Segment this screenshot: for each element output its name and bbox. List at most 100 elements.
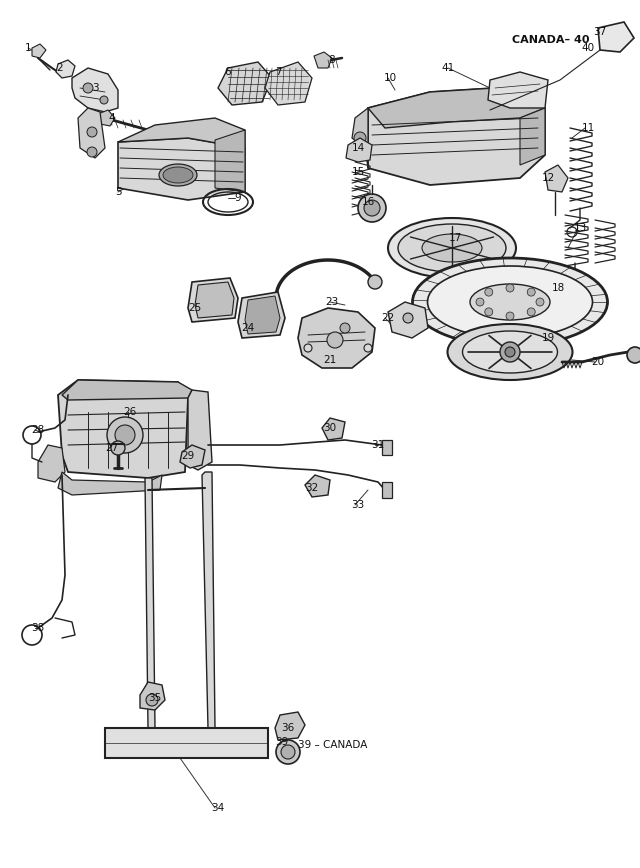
- Polygon shape: [218, 62, 272, 105]
- Text: 29: 29: [181, 451, 195, 461]
- Polygon shape: [58, 380, 188, 478]
- Text: 37: 37: [593, 27, 607, 37]
- Polygon shape: [58, 472, 162, 495]
- Polygon shape: [202, 472, 215, 728]
- Text: 41: 41: [442, 63, 454, 73]
- Circle shape: [111, 441, 125, 455]
- Text: 21: 21: [323, 355, 337, 365]
- Polygon shape: [322, 418, 345, 440]
- Circle shape: [527, 288, 535, 296]
- Circle shape: [505, 347, 515, 357]
- Polygon shape: [98, 110, 115, 126]
- Polygon shape: [188, 390, 212, 470]
- Circle shape: [304, 344, 312, 352]
- Text: 5: 5: [115, 187, 122, 197]
- Polygon shape: [38, 445, 65, 482]
- Text: 4: 4: [109, 113, 115, 123]
- Text: 23: 23: [325, 297, 339, 307]
- Circle shape: [358, 194, 386, 222]
- Polygon shape: [78, 108, 105, 158]
- Text: 3: 3: [92, 83, 99, 93]
- Circle shape: [281, 745, 295, 759]
- Circle shape: [527, 308, 535, 316]
- Text: 30: 30: [323, 423, 337, 433]
- Circle shape: [340, 323, 350, 333]
- Text: 9: 9: [235, 193, 241, 203]
- Text: 24: 24: [241, 323, 255, 333]
- Text: 11: 11: [581, 123, 595, 133]
- Text: 28: 28: [31, 425, 45, 435]
- Polygon shape: [368, 88, 545, 185]
- Polygon shape: [388, 302, 428, 338]
- Circle shape: [364, 344, 372, 352]
- Polygon shape: [145, 478, 155, 728]
- Text: 7: 7: [275, 67, 282, 77]
- Text: 8: 8: [329, 55, 335, 65]
- Text: 13: 13: [573, 223, 587, 233]
- Polygon shape: [298, 308, 375, 368]
- Circle shape: [327, 332, 343, 348]
- Polygon shape: [180, 445, 205, 468]
- Text: 27: 27: [106, 443, 118, 453]
- Polygon shape: [488, 72, 548, 108]
- Circle shape: [354, 132, 366, 144]
- Text: 15: 15: [351, 167, 365, 177]
- Polygon shape: [346, 138, 372, 162]
- Text: 33: 33: [351, 500, 365, 510]
- Text: 25: 25: [188, 303, 202, 313]
- Polygon shape: [245, 296, 280, 334]
- Text: 17: 17: [449, 233, 461, 243]
- Text: 12: 12: [541, 173, 555, 183]
- Polygon shape: [368, 88, 545, 128]
- Text: 32: 32: [305, 483, 319, 493]
- Polygon shape: [56, 60, 75, 78]
- Polygon shape: [215, 130, 245, 192]
- Text: CANADA– 40: CANADA– 40: [512, 35, 589, 45]
- Circle shape: [87, 147, 97, 157]
- Text: 14: 14: [351, 143, 365, 153]
- Polygon shape: [265, 62, 312, 105]
- Circle shape: [627, 347, 640, 363]
- Circle shape: [276, 740, 300, 764]
- Text: 34: 34: [211, 803, 225, 813]
- Polygon shape: [305, 475, 330, 497]
- Ellipse shape: [463, 331, 557, 373]
- Circle shape: [476, 298, 484, 306]
- Circle shape: [500, 342, 520, 362]
- Circle shape: [364, 200, 380, 216]
- Polygon shape: [195, 282, 234, 318]
- Ellipse shape: [447, 324, 573, 380]
- Circle shape: [484, 288, 493, 296]
- Ellipse shape: [388, 218, 516, 278]
- Text: 18: 18: [552, 283, 564, 293]
- Circle shape: [368, 275, 382, 289]
- Text: 19: 19: [541, 333, 555, 343]
- Ellipse shape: [413, 258, 607, 346]
- Circle shape: [506, 284, 514, 292]
- Polygon shape: [62, 380, 192, 400]
- Text: 22: 22: [381, 313, 395, 323]
- Text: 40: 40: [581, 43, 595, 53]
- Text: 39 – CANADA: 39 – CANADA: [298, 740, 367, 750]
- Circle shape: [115, 425, 135, 445]
- Circle shape: [403, 313, 413, 323]
- Polygon shape: [118, 138, 245, 200]
- Circle shape: [107, 417, 143, 453]
- Text: 39: 39: [275, 737, 289, 747]
- Polygon shape: [352, 108, 368, 168]
- Circle shape: [506, 312, 514, 320]
- Polygon shape: [72, 68, 118, 112]
- Text: 20: 20: [591, 357, 605, 367]
- Polygon shape: [140, 682, 165, 710]
- Polygon shape: [238, 292, 285, 338]
- Polygon shape: [598, 22, 634, 52]
- Text: 35: 35: [148, 693, 162, 703]
- Polygon shape: [382, 482, 392, 498]
- Circle shape: [87, 127, 97, 137]
- Polygon shape: [275, 712, 305, 740]
- Polygon shape: [520, 108, 545, 165]
- Ellipse shape: [428, 266, 593, 338]
- Text: 31: 31: [371, 440, 385, 450]
- Ellipse shape: [470, 284, 550, 320]
- Polygon shape: [105, 728, 268, 758]
